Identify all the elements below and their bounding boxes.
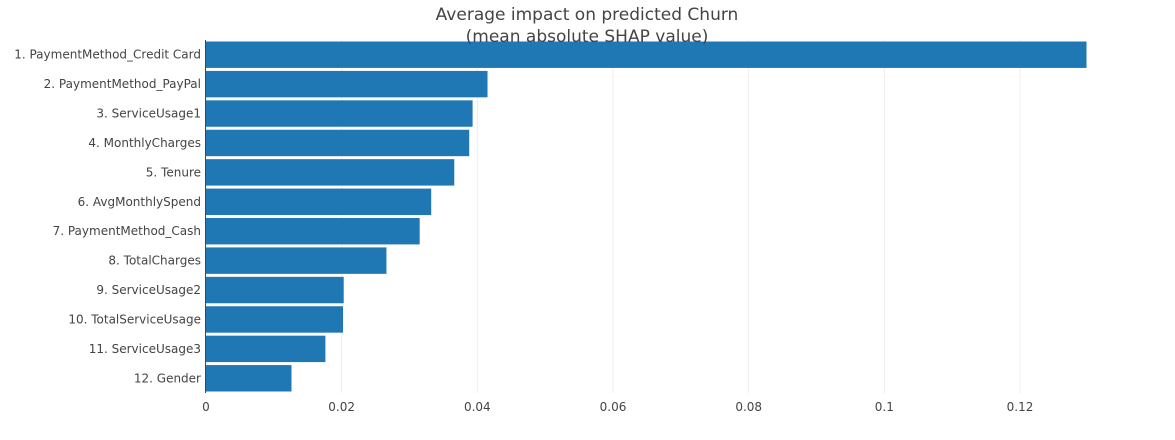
category-label: 10. TotalServiceUsage [68, 312, 201, 326]
category-label: 9. ServiceUsage2 [96, 283, 201, 297]
category-label: 7. PaymentMethod_Cash [53, 224, 201, 238]
x-tick-label: 0.1 [875, 400, 894, 414]
category-label: 3. ServiceUsage1 [96, 107, 201, 121]
category-label: 5. Tenure [146, 165, 201, 179]
bar[interactable] [206, 41, 1087, 68]
category-label: 1. PaymentMethod_Credit Card [14, 48, 201, 62]
bar[interactable] [206, 188, 432, 215]
category-label: 11. ServiceUsage3 [89, 342, 201, 356]
category-label: 8. TotalCharges [108, 254, 201, 268]
chart-subtitle: (mean absolute SHAP value) [466, 27, 709, 47]
category-label: 2. PaymentMethod_PayPal [44, 77, 201, 91]
bar[interactable] [206, 306, 344, 333]
grid-layer [341, 40, 1021, 393]
bars-layer [206, 41, 1087, 392]
bar[interactable] [206, 218, 420, 245]
bar[interactable] [206, 100, 473, 127]
category-label: 4. MonthlyCharges [88, 136, 201, 150]
x-tick-label: 0.08 [735, 400, 762, 414]
bar[interactable] [206, 247, 387, 274]
x-axis-ticks: 0 0.02 0.04 0.06 0.08 0.1 0.12 [202, 400, 1033, 414]
bar[interactable] [206, 335, 326, 363]
bar[interactable] [206, 276, 344, 304]
x-tick-label: 0 [202, 400, 210, 414]
bar[interactable] [206, 365, 292, 392]
x-tick-label: 0.04 [464, 400, 491, 414]
bar[interactable] [206, 129, 470, 157]
bar[interactable] [206, 159, 455, 186]
bar[interactable] [206, 70, 488, 98]
category-labels: 1. PaymentMethod_Credit Card 2. PaymentMe… [14, 48, 201, 386]
category-label: 6. AvgMonthlySpend [78, 195, 201, 209]
x-tick-label: 0.02 [328, 400, 355, 414]
x-tick-label: 0.12 [1007, 400, 1034, 414]
x-tick-label: 0.06 [600, 400, 627, 414]
category-label: 12. Gender [134, 371, 201, 385]
chart-title: Average impact on predicted Churn [436, 5, 739, 25]
